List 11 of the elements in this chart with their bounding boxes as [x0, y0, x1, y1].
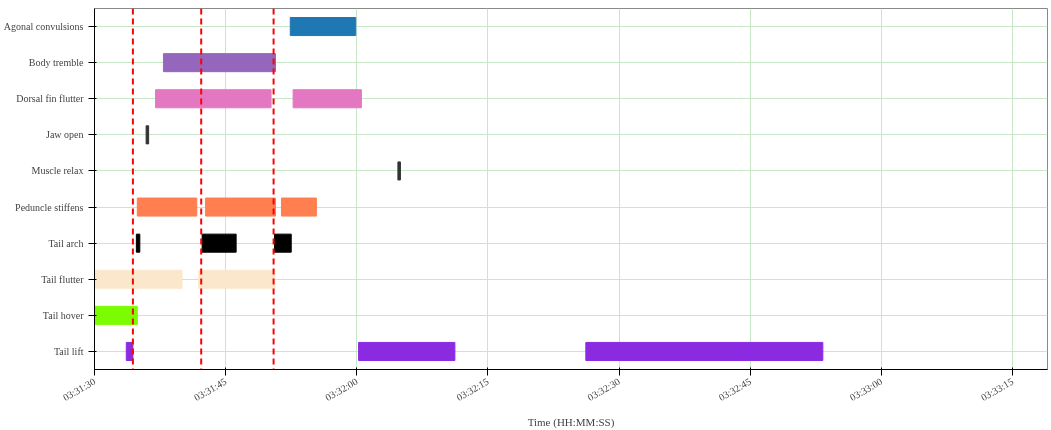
- x-axis-title: Time (HH:MM:SS): [527, 415, 615, 429]
- y-tick-label: Muscle relax: [31, 165, 84, 177]
- y-tick-label: Tail hover: [42, 309, 85, 321]
- y-tick-label: Peduncle stiffens: [15, 201, 84, 213]
- y-tick-label: Body tremble: [28, 57, 85, 69]
- y-tick-label: Tail flutter: [41, 273, 85, 285]
- y-tick-label: Tail arch: [48, 237, 84, 249]
- y-tick-label: Agonal convulsions: [3, 21, 84, 33]
- y-tick-label: Tail lift: [53, 345, 84, 357]
- y-tick-label: Dorsal fin flutter: [16, 93, 85, 105]
- y-tick-label: Jaw open: [46, 129, 84, 141]
